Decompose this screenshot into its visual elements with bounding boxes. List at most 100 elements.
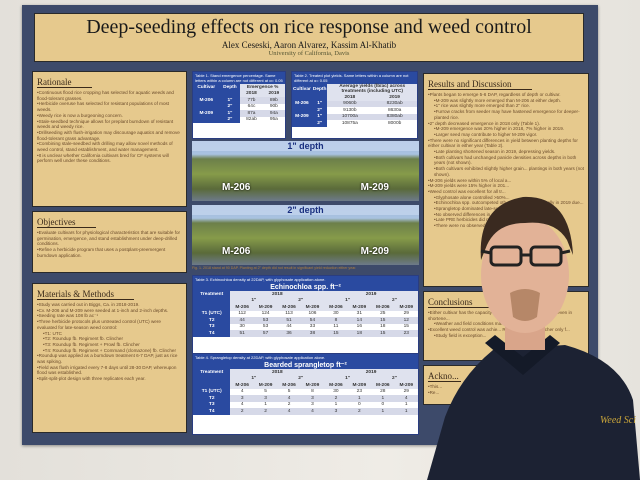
table-cell: 8000b <box>387 120 402 126</box>
column-header: Treatment <box>193 291 231 298</box>
bullet-item: •2" depth decreased emergence in 2018 on… <box>428 120 541 126</box>
table-cell: 53 <box>253 317 278 324</box>
table-cell: 4 <box>300 408 325 415</box>
table-cell: M-206 <box>193 97 220 104</box>
acknowledgements-section: Ackno... •This... •Re... <box>423 365 589 405</box>
objectives-section: Objectives •Evaluate cultivars for physio… <box>32 211 187 273</box>
table-cell: 54 <box>300 317 325 324</box>
table-cell: 90b <box>269 104 278 110</box>
table-cell: 4 <box>394 395 418 402</box>
table-cell: 33 <box>309 324 316 330</box>
table-caption: Table 1. Stand emergence percentage. Sam… <box>193 72 285 84</box>
table-cell: 2" <box>311 120 328 127</box>
table-cell <box>193 103 220 110</box>
bullet-item: •Seeding rate was 108 lb ac⁻¹ <box>37 313 98 319</box>
conclusions-section: Conclusions •Either cultivar has the capa… <box>423 291 589 361</box>
table-cell: 1 <box>371 408 395 415</box>
year-header: 2019 <box>324 291 418 298</box>
table-cell: 2 <box>324 395 348 402</box>
cultivar-header: M-206 <box>371 382 395 389</box>
bullet-item: •Study field is exception... <box>434 332 487 338</box>
table-row: T1 (UTC) 4 5 5 8 30 23 28 29 <box>193 388 418 395</box>
table-cell: M-209 <box>292 113 312 120</box>
table-cell: 1 <box>394 408 418 415</box>
depth-header: 1" <box>324 297 372 304</box>
cultivar-label: M-206 <box>222 182 251 193</box>
bullet-item: •T4: Roundup fb. Regiment + Command (clo… <box>43 347 176 353</box>
cultivar-header: M-209 <box>347 304 372 311</box>
table-cell: M-206 <box>292 100 312 107</box>
table-cell: 77b <box>240 97 263 104</box>
rationale-section: Rationale •Continuous flood rice cropping… <box>32 71 187 207</box>
table-cell: 1 <box>371 395 395 402</box>
bullet-item: •Plants began to emerge 5-6 DAP, regardl… <box>428 92 561 97</box>
bullet-item: •Field was flush irrigated every 7-8 day… <box>37 364 177 376</box>
cultivar-header: M-206 <box>324 382 348 389</box>
bullet-item: •M-209 yields were 15% higher in 201... <box>428 183 510 189</box>
bullet-item: •Continuous flood rice cropping has sele… <box>37 90 174 101</box>
table-cell: 12 <box>394 317 418 324</box>
field-photo-2in: 2" depth M-206 M-209 <box>192 205 419 265</box>
bullet-item: •Stale-seedbed technique allows for prep… <box>37 118 174 130</box>
table-row: T2 3 3 4 3 2 1 1 4 <box>193 395 418 402</box>
table-cell: 15 <box>324 330 348 337</box>
table-cell: 31 <box>356 311 363 317</box>
table-cell: 3 <box>300 395 325 402</box>
bullet-item: •No observed differences in contr... <box>434 211 506 217</box>
table-cell: 8230ab <box>372 100 417 107</box>
table-cell: 18 <box>380 324 386 330</box>
table-cell: 44 <box>230 317 254 324</box>
bullet-item: •Furrow cracks from seeder may have hast… <box>434 109 580 120</box>
depth-header: 2" <box>277 375 325 382</box>
section-heading: Ackno... <box>428 371 461 382</box>
depth-header: 2" <box>371 375 418 382</box>
bullet-item: •Late planting shortened season in 2019,… <box>434 149 556 155</box>
table-cell: 3 <box>230 395 254 402</box>
cultivar-label: M-206 <box>222 246 251 257</box>
year-header: 2018 <box>327 94 373 101</box>
table-row: 2" 64c 90b <box>193 103 285 110</box>
table-row: 2" 10875a 8000b <box>292 120 417 127</box>
cultivar-header: M-206 <box>371 304 395 311</box>
bullet-item: •Split-split-plot design with three repl… <box>37 376 146 382</box>
year-header: 2018 <box>240 90 263 97</box>
table-cell: 0 <box>381 402 385 408</box>
table-row: 2" 82ab 95a <box>193 116 285 123</box>
table-caption: Table 4. Sprangletop density at 22DAP, w… <box>193 354 418 361</box>
table-cell: 4 <box>240 402 244 408</box>
table-cell: 64c <box>247 104 256 110</box>
depth-header: 2" <box>371 297 418 304</box>
table-cell: 29 <box>403 389 409 395</box>
section-heading: Conclusions <box>428 297 493 308</box>
cultivar-header: M-206 <box>277 382 301 389</box>
depth-header: 2" <box>277 297 325 304</box>
table-row: M-209 1" 10700a 8380ab <box>292 113 417 120</box>
field-photo-1in: 1" depth M-206 M-209 <box>192 141 419 201</box>
cultivar-label: M-209 <box>360 246 389 257</box>
table-banner: Echinochloa spp. ft⁻² <box>193 283 418 291</box>
table-cell: 51 <box>230 330 254 337</box>
year-header: 2019 <box>372 94 417 101</box>
table-cell: 30 <box>239 324 245 330</box>
bullet-item: •M-209 was slightly more emerged than M-… <box>434 97 561 103</box>
table-row: T3 30 53 44 33 11 16 18 15 <box>193 323 418 330</box>
cultivar-header: M-206 <box>230 304 254 311</box>
table-cell: 2" <box>311 107 328 114</box>
table-echinochloa: Table 3. Echinochloa density at 22DAP, w… <box>192 275 419 355</box>
depth-header: 1" <box>230 375 278 382</box>
bullet-item: •Combining stale-seedbed with drilling m… <box>37 141 173 153</box>
cultivar-header: M-206 <box>324 304 348 311</box>
table-cell: 14 <box>347 317 372 324</box>
table-emergence: Table 1. Stand emergence percentage. Sam… <box>192 71 286 139</box>
table-cell: 8380ab <box>372 113 417 120</box>
bullet-item: •Evaluate cultivars for physiological ch… <box>37 230 181 247</box>
table-cell: 23 <box>356 389 363 395</box>
table-cell: 4 <box>277 408 301 415</box>
bullet-item: •Both cultivars exhibited slightly highe… <box>434 166 584 177</box>
table-cell <box>292 120 312 127</box>
cultivar-header: M-206 <box>277 304 301 311</box>
table-yields: Table 2. Treated plot yields. Same lette… <box>291 71 418 139</box>
bullet-item: •Herbicide overuse has selected for resi… <box>37 101 170 113</box>
table-cell: 9130b <box>343 107 357 113</box>
table-cell: 94a <box>262 110 285 117</box>
